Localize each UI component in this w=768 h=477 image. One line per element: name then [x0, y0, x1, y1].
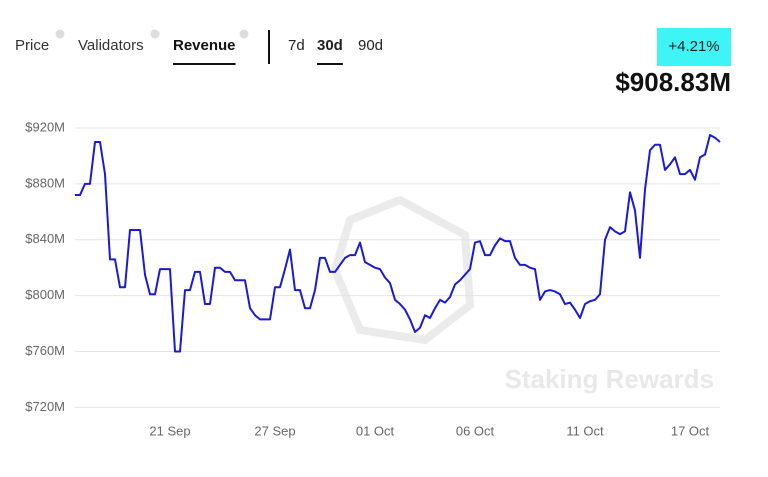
y-tick-label: $800M	[25, 287, 65, 302]
change-badge	[657, 28, 731, 66]
y-tick-label: $840M	[25, 231, 65, 246]
current-value: $908.83M	[615, 67, 731, 97]
period[interactable]: 30d	[317, 37, 343, 54]
watermark: Staking Rewards	[504, 364, 714, 394]
period[interactable]: 7d	[288, 37, 305, 54]
period[interactable]: 90d	[358, 37, 383, 54]
tab[interactable]: Validators	[78, 37, 144, 54]
y-tick-label: $920M	[25, 119, 65, 134]
line	[75, 133, 721, 353]
info-icon	[55, 29, 65, 39]
x-tick-label: 11 Oct	[566, 423, 604, 438]
watermark-logo	[330, 195, 475, 345]
info-icon	[150, 29, 160, 39]
tab[interactable]: Revenue	[173, 37, 236, 54]
x-tick-label: 27 Sep	[254, 423, 295, 438]
x-tick-label: 17 Oct	[671, 423, 710, 438]
tab[interactable]: Price	[15, 37, 49, 54]
y-tick-label: $760M	[25, 343, 65, 358]
change-value: +4.21%	[668, 38, 719, 55]
info-icon	[239, 29, 249, 39]
x-tick-label: 21 Sep	[149, 423, 190, 438]
y-tick-label: $720M	[25, 399, 65, 414]
x-tick-label: 06 Oct	[456, 423, 495, 438]
y-tick-label: $880M	[25, 175, 65, 190]
x-tick-label: 01 Oct	[356, 423, 395, 438]
